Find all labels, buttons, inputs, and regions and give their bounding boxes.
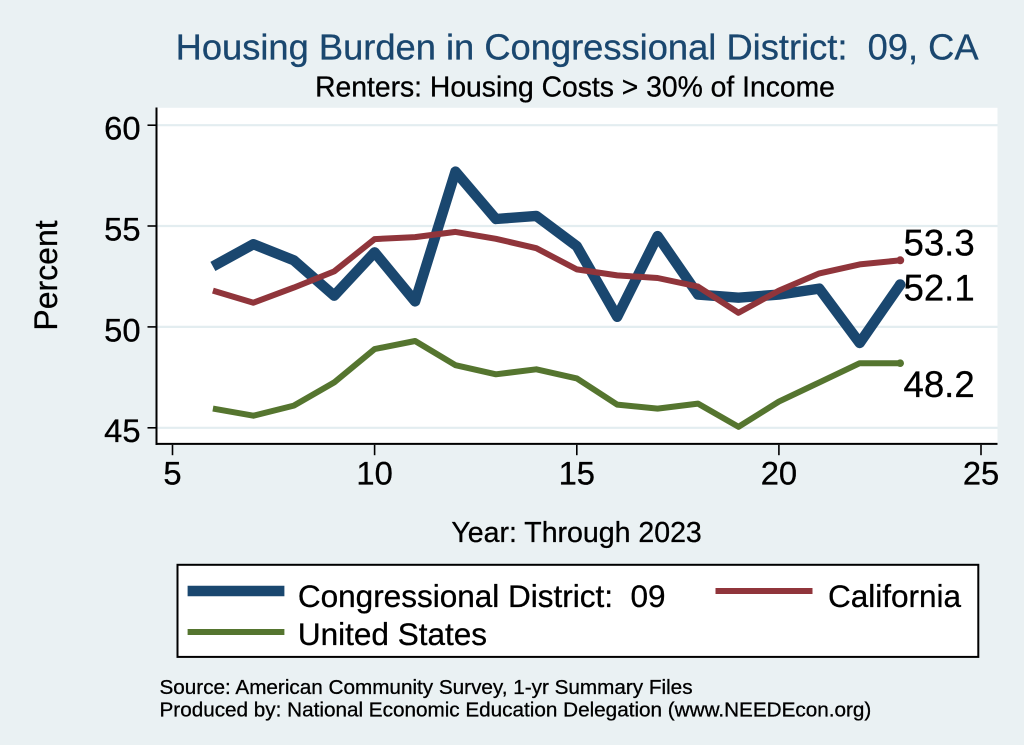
svg-text:45: 45 (104, 412, 140, 449)
svg-text:United States: United States (298, 616, 487, 652)
svg-text:50: 50 (104, 311, 140, 348)
svg-text:Year: Through 2023: Year: Through 2023 (451, 517, 701, 549)
svg-text:Renters: Housing Costs > 30% o: Renters: Housing Costs > 30% of Income (315, 71, 835, 103)
svg-text:Produced by: National Economic: Produced by: National Economic Education… (160, 699, 872, 722)
svg-text:California: California (828, 578, 962, 614)
svg-text:Congressional District: 09: Congressional District: 09 (298, 578, 666, 614)
svg-text:10: 10 (356, 455, 392, 492)
svg-text:55: 55 (104, 210, 140, 247)
svg-text:48.2: 48.2 (904, 364, 975, 405)
svg-text:25: 25 (963, 455, 999, 492)
svg-text:53.3: 53.3 (904, 222, 975, 263)
svg-text:20: 20 (761, 455, 797, 492)
svg-text:Percent: Percent (28, 220, 64, 330)
svg-text:60: 60 (104, 110, 140, 147)
svg-text:5: 5 (163, 455, 181, 492)
svg-text:Housing Burden in Congressiona: Housing Burden in Congressional District… (176, 27, 980, 68)
svg-text:Source: American Community Sur: Source: American Community Survey, 1-yr … (160, 676, 693, 699)
svg-text:52.1: 52.1 (904, 268, 975, 309)
svg-text:15: 15 (559, 455, 595, 492)
